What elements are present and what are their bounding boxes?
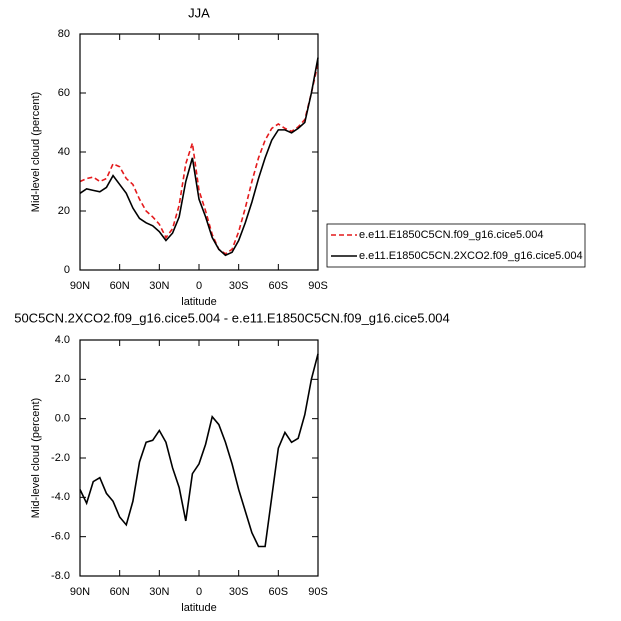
y-tick-label: 40 (58, 146, 70, 158)
x-tick-label: 90S (308, 586, 328, 598)
x-axis-label: latitude (181, 296, 216, 308)
x-tick-label: 60N (110, 586, 130, 598)
x-tick-label: 30S (229, 586, 249, 598)
legend-box (326, 223, 586, 268)
chart-title: 50C5CN.2XCO2.f09_g16.cice5.004 - e.e11.E… (14, 310, 450, 325)
data-line (79, 353, 319, 548)
y-tick-label: 20 (58, 205, 70, 217)
x-tick-label: 90N (70, 586, 90, 598)
x-tick-label: 90S (308, 280, 328, 292)
y-tick-label: -6.0 (51, 531, 70, 543)
x-tick-label: 30N (149, 586, 169, 598)
plot-frame (79, 33, 319, 271)
legend-label: e.e11.E1850C5CN.f09_g16.cice5.004 (359, 229, 544, 241)
chart-title: JJA (188, 5, 210, 20)
data-line (79, 63, 319, 255)
x-tick-label: 0 (196, 586, 202, 598)
y-tick-label: -8.0 (51, 570, 70, 582)
x-tick-label: 90N (70, 280, 90, 292)
x-axis-label: latitude (181, 602, 216, 614)
y-axis-label: Mid-level cloud (percent) (30, 398, 42, 518)
x-tick-label: 0 (196, 280, 202, 292)
x-tick-label: 60N (110, 280, 130, 292)
x-tick-label: 30S (229, 280, 249, 292)
y-tick-label: -2.0 (51, 452, 70, 464)
data-line (79, 57, 319, 257)
x-tick-label: 30N (149, 280, 169, 292)
y-tick-label: 80 (58, 28, 70, 40)
y-tick-label: 4.0 (55, 334, 70, 346)
y-tick-label: -4.0 (51, 491, 70, 503)
plot-frame (79, 339, 319, 577)
x-tick-label: 60S (269, 280, 289, 292)
x-tick-label: 60S (269, 586, 289, 598)
y-tick-label: 60 (58, 87, 70, 99)
y-axis-label: Mid-level cloud (percent) (30, 92, 42, 212)
y-tick-label: 0 (64, 264, 70, 276)
y-tick-label: 2.0 (55, 373, 70, 385)
legend-label: e.e11.E1850C5CN.2XCO2.f09_g16.cice5.004 (359, 250, 583, 262)
y-tick-label: 0.0 (55, 413, 70, 425)
